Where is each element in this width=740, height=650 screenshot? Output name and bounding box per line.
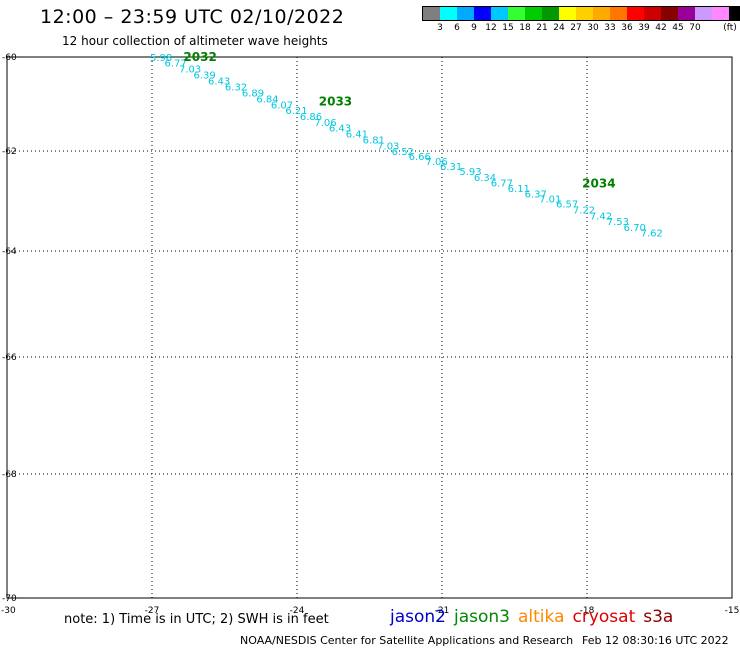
timestamp-text: Feb 12 08:30:16 UTC 2022 xyxy=(582,634,729,647)
swh-value-label: 6.77 xyxy=(491,179,513,190)
color-scale-box xyxy=(695,7,712,20)
corner-lon-label: -30 xyxy=(1,606,16,616)
swh-value-label: 6.11 xyxy=(508,184,530,195)
credit-text: NOAA/NESDIS Center for Satellite Applica… xyxy=(240,634,574,647)
swh-value-label: 6.57 xyxy=(556,200,578,211)
lat-tick-label: -60 xyxy=(2,53,17,63)
lon-tick-label: -15 xyxy=(725,606,740,616)
color-scale-boxes xyxy=(422,6,740,21)
swh-value-label: 6.66 xyxy=(409,152,431,163)
color-scale-label: 70 xyxy=(689,23,701,33)
swh-value-label: 6.39 xyxy=(194,70,216,81)
lat-tick-label: -64 xyxy=(2,247,17,257)
color-scale-label: 39 xyxy=(638,23,650,33)
swh-value-label: 7.01 xyxy=(539,195,561,206)
color-scale-label: 21 xyxy=(536,23,548,33)
color-scale-label: 12 xyxy=(485,23,497,33)
color-scale-box xyxy=(559,7,576,20)
satellite-cryosat: cryosat xyxy=(572,607,636,627)
color-scale-label: 27 xyxy=(570,23,582,33)
satellite-jason2: jason2 xyxy=(390,607,446,627)
color-scale-box xyxy=(491,7,508,20)
color-scale-box xyxy=(627,7,644,20)
color-scale-box xyxy=(593,7,610,20)
swh-value-label: 6.21 xyxy=(285,106,307,117)
hour-label: 2034 xyxy=(582,177,615,191)
color-scale-box xyxy=(644,7,661,20)
hour-label: 2033 xyxy=(319,95,352,109)
footer-note: note: 1) Time is in UTC; 2) SWH is in fe… xyxy=(64,612,329,627)
satellite-legend: jason2 jason3 altika cryosat s3a xyxy=(390,607,681,627)
color-scale-box xyxy=(474,7,491,20)
lon-tick-label: -21 xyxy=(435,606,450,616)
swh-value-label: 6.43 xyxy=(208,77,230,88)
lon-tick-label: -24 xyxy=(290,606,305,616)
swh-value-label: 7.53 xyxy=(607,217,629,228)
color-scale-label: 36 xyxy=(621,23,633,33)
lon-tick-label: -27 xyxy=(145,606,160,616)
color-scale-unit: (ft) xyxy=(723,23,737,33)
swh-value-label: 6.52 xyxy=(392,147,414,158)
color-scale-label: 18 xyxy=(519,23,531,33)
color-scale-label: 6 xyxy=(454,23,460,33)
swh-value-label: 7.62 xyxy=(641,229,663,240)
map-frame xyxy=(6,56,733,599)
swh-value-label: 6.86 xyxy=(300,112,322,123)
swh-value-label: 6.37 xyxy=(525,190,547,201)
color-scale-label: 42 xyxy=(655,23,667,33)
color-scale-box xyxy=(440,7,457,20)
lat-tick-label: -70 xyxy=(2,594,17,604)
color-scale-label: 45 xyxy=(672,23,684,33)
swh-value-label: 6.34 xyxy=(474,173,496,184)
color-scale-box xyxy=(712,7,729,20)
swh-value-label: 6.70 xyxy=(624,223,646,234)
hour-label: 2032 xyxy=(183,50,216,64)
page-subtitle: 12 hour collection of altimeter wave hei… xyxy=(62,34,328,48)
swh-value-label: 6.84 xyxy=(256,94,278,105)
lat-tick-label: -66 xyxy=(2,353,17,363)
color-scale-label: 33 xyxy=(604,23,616,33)
color-scale-label: 30 xyxy=(587,23,599,33)
color-scale-box xyxy=(661,7,678,20)
swh-value-label: 5.98 xyxy=(150,53,172,64)
color-scale-label: 9 xyxy=(471,23,477,33)
swh-value-label: 7.06 xyxy=(426,157,448,168)
color-scale-box xyxy=(729,7,740,20)
lat-tick-label: -62 xyxy=(2,147,17,157)
satellite-altika: altika xyxy=(518,607,565,627)
lat-tick-label: -68 xyxy=(2,470,17,480)
lon-tick-label: -18 xyxy=(580,606,595,616)
swh-value-label: 6.31 xyxy=(440,162,462,173)
swh-value-label: 6.81 xyxy=(363,136,385,147)
wave-height-color-scale: (ft) 3 6 9 12 15 18 21 24 27 30 33 36 39 42 45 70 xyxy=(422,6,740,35)
color-scale-box xyxy=(508,7,525,20)
swh-value-label: 6.89 xyxy=(242,89,264,100)
swh-value-label: 7.22 xyxy=(573,206,595,217)
swh-value-label: 6.43 xyxy=(329,124,351,135)
swh-value-label: 7.03 xyxy=(179,64,201,75)
swh-value-label: 6.07 xyxy=(271,100,293,111)
swh-value-label: 6.77 xyxy=(165,59,187,70)
swh-value-label: 5.93 xyxy=(459,167,481,178)
color-scale-label: 24 xyxy=(553,23,565,33)
color-scale-box xyxy=(610,7,627,20)
color-scale-box xyxy=(525,7,542,20)
color-scale-box xyxy=(678,7,695,20)
swh-value-label: 6.32 xyxy=(225,83,247,94)
swh-value-label: 6.41 xyxy=(346,130,368,141)
color-scale-label: 15 xyxy=(502,23,514,33)
page-title: 12:00 – 23:59 UTC 02/10/2022 xyxy=(40,6,345,28)
color-scale-box xyxy=(542,7,559,20)
swh-value-label: 7.42 xyxy=(590,212,612,223)
color-scale-labels: (ft) 3 6 9 12 15 18 21 24 27 30 33 36 39 42 45 70 xyxy=(422,21,740,35)
color-scale-label: 3 xyxy=(437,23,443,33)
satellite-jason3: jason3 xyxy=(454,607,510,627)
color-scale-box xyxy=(457,7,474,20)
color-scale-box xyxy=(576,7,593,20)
color-scale-box xyxy=(423,7,440,20)
swh-value-label: 7.03 xyxy=(377,141,399,152)
swh-value-label: 7.06 xyxy=(314,118,336,129)
satellite-s3a: s3a xyxy=(643,607,674,627)
